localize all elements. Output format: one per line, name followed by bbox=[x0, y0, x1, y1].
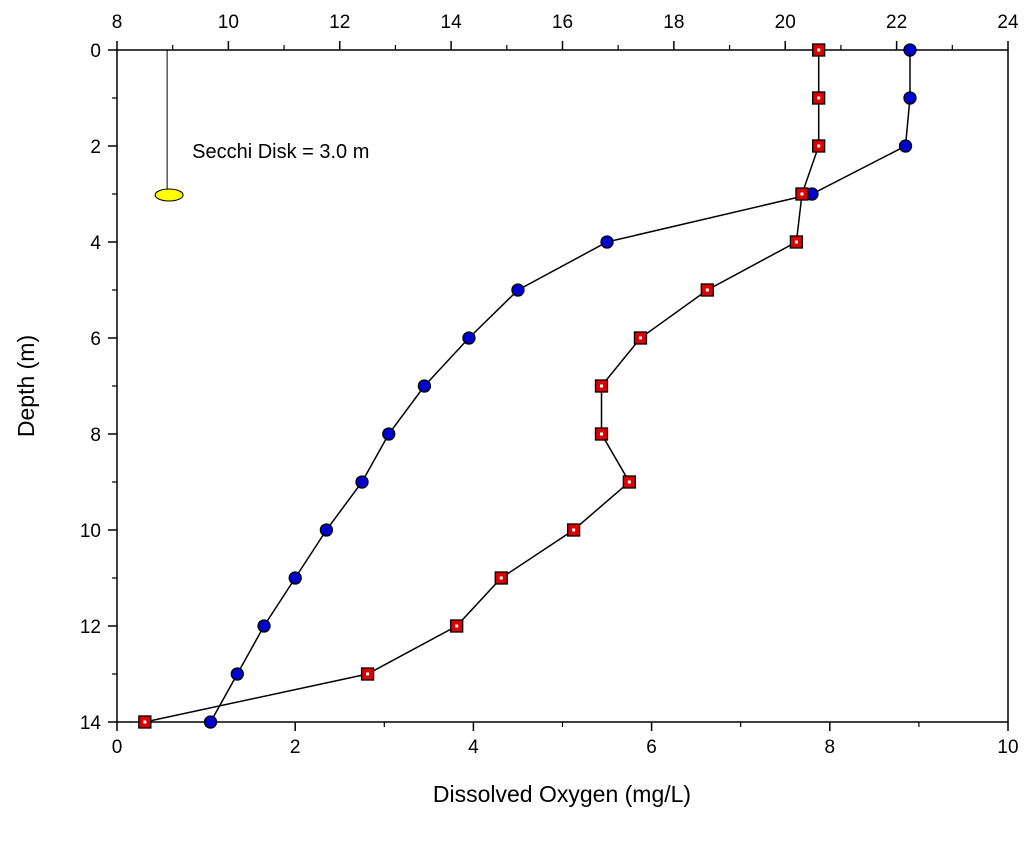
series-2-point-dot bbox=[572, 528, 576, 532]
x2-tick-label: 18 bbox=[663, 12, 684, 33]
x-tick-label: 0 bbox=[112, 737, 123, 758]
y-tick-label: 14 bbox=[80, 713, 102, 734]
series-2-point-dot bbox=[817, 96, 821, 100]
y-tick-label: 0 bbox=[90, 41, 101, 62]
series-2-point-dot bbox=[800, 192, 804, 196]
series-2-point-dot bbox=[794, 240, 798, 244]
series-2-point-dot bbox=[599, 384, 603, 388]
series-2-point-dot bbox=[366, 672, 370, 676]
series-1-point bbox=[288, 571, 302, 585]
x2-tick-label: 8 bbox=[112, 12, 123, 33]
series-1-point bbox=[898, 139, 913, 153]
series-2-point-dot bbox=[599, 432, 603, 436]
y-tick-label: 2 bbox=[90, 137, 101, 158]
annotation-layer: Secchi Disk = 3.0 m bbox=[154, 50, 369, 202]
y-tick-label: 4 bbox=[90, 233, 101, 254]
y-tick-label: 6 bbox=[90, 329, 101, 350]
y-tick-label: 10 bbox=[80, 521, 101, 542]
series-1-point bbox=[417, 379, 432, 393]
x2-tick-label: 20 bbox=[775, 12, 796, 33]
x-tick-label: 6 bbox=[646, 737, 657, 758]
x2-tick-label: 16 bbox=[552, 12, 573, 33]
x-tick-label: 8 bbox=[825, 737, 836, 758]
series-1-point bbox=[511, 283, 525, 297]
series-2-point-dot bbox=[638, 336, 642, 340]
x2-tick-label: 10 bbox=[218, 12, 239, 33]
series-2-point-dot bbox=[455, 624, 459, 628]
series-2-point-dot bbox=[143, 720, 147, 724]
x2-tick-label: 22 bbox=[886, 12, 907, 33]
series-1-point bbox=[203, 715, 218, 729]
plot-frame bbox=[116, 49, 1009, 723]
series-2-point-dot bbox=[499, 576, 503, 580]
x-tick-label: 2 bbox=[290, 737, 301, 758]
series-2-point-dot bbox=[817, 48, 821, 52]
series-1-point bbox=[257, 619, 271, 633]
x-axis-label: Dissolved Oxygen (mg/L) bbox=[433, 781, 691, 807]
x-tick-label: 4 bbox=[468, 737, 479, 758]
x2-tick-label: 14 bbox=[441, 12, 463, 33]
series-1-point bbox=[903, 91, 917, 105]
series-1-point bbox=[903, 43, 917, 57]
series-1-point bbox=[462, 331, 476, 345]
y-axis-label: Depth (m) bbox=[13, 335, 39, 437]
y-tick-label: 8 bbox=[90, 425, 101, 446]
x2-tick-label: 12 bbox=[329, 12, 350, 33]
secchi-disk-icon bbox=[154, 188, 184, 202]
series-1-point bbox=[230, 667, 244, 681]
series-2-point-dot bbox=[627, 480, 631, 484]
series-1-point bbox=[355, 475, 369, 489]
series-2-point-dot bbox=[817, 144, 821, 148]
series-1-point bbox=[319, 523, 334, 537]
x2-tick-label: 24 bbox=[997, 12, 1019, 33]
y-tick-label: 12 bbox=[80, 617, 101, 638]
series-layer bbox=[138, 43, 917, 729]
secchi-disk-label: Secchi Disk = 3.0 m bbox=[192, 141, 369, 163]
series-1-point bbox=[600, 235, 614, 249]
series-1-point bbox=[382, 427, 396, 441]
x-tick-label: 10 bbox=[997, 737, 1018, 758]
series-2-point-dot bbox=[705, 288, 709, 292]
